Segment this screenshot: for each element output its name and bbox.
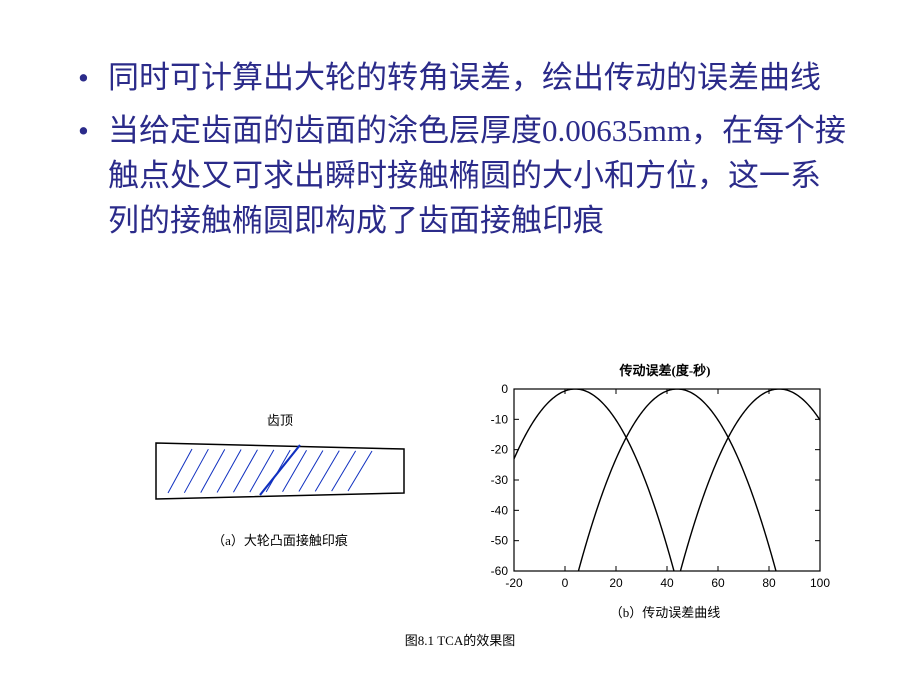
bullet-glyph: • <box>72 56 108 101</box>
svg-text:0: 0 <box>501 383 508 396</box>
figure-b: 传动误差(度-秒) 0-10-20-30-40-50-60-2002040608… <box>470 360 830 621</box>
figure-a: 齿顶 （a）大轮凸面接触印痕 <box>150 410 410 549</box>
figure-a-caption: （a）大轮凸面接触印痕 <box>150 530 410 549</box>
svg-text:60: 60 <box>711 576 725 590</box>
svg-text:-10: -10 <box>491 412 509 426</box>
svg-text:0: 0 <box>562 576 569 590</box>
svg-text:80: 80 <box>762 576 776 590</box>
svg-text:40: 40 <box>660 576 674 590</box>
bullet-item: • 同时可计算出大轮的转角误差，绘出传动的误差曲线 <box>72 56 848 101</box>
figure-b-caption: （b）传动误差曲线 <box>470 602 830 621</box>
bullet-item: • 当给定齿面的齿面的涂色层厚度0.00635mm，在每个接触点处又可求出瞬时接… <box>72 109 848 244</box>
slide-content: • 同时可计算出大轮的转角误差，绘出传动的误差曲线 • 当给定齿面的齿面的涂色层… <box>0 0 920 244</box>
overall-caption: 图8.1 TCA的效果图 <box>0 630 920 649</box>
svg-text:-50: -50 <box>491 534 509 548</box>
svg-text:100: 100 <box>810 576 830 590</box>
svg-text:-20: -20 <box>491 443 509 457</box>
contact-pattern-svg <box>150 435 410 507</box>
bullet-glyph: • <box>72 109 108 244</box>
svg-text:-30: -30 <box>491 473 509 487</box>
bullet-text: 当给定齿面的齿面的涂色层厚度0.00635mm，在每个接触点处又可求出瞬时接触椭… <box>108 109 848 244</box>
svg-text:20: 20 <box>609 576 623 590</box>
svg-text:-20: -20 <box>505 576 523 590</box>
error-curve-svg: 0-10-20-30-40-50-60-20020406080100 <box>470 383 830 593</box>
figure-a-top-label: 齿顶 <box>150 410 410 429</box>
figure-b-title: 传动误差(度-秒) <box>470 360 830 379</box>
bullet-text: 同时可计算出大轮的转角误差，绘出传动的误差曲线 <box>108 56 848 101</box>
svg-text:-40: -40 <box>491 503 509 517</box>
